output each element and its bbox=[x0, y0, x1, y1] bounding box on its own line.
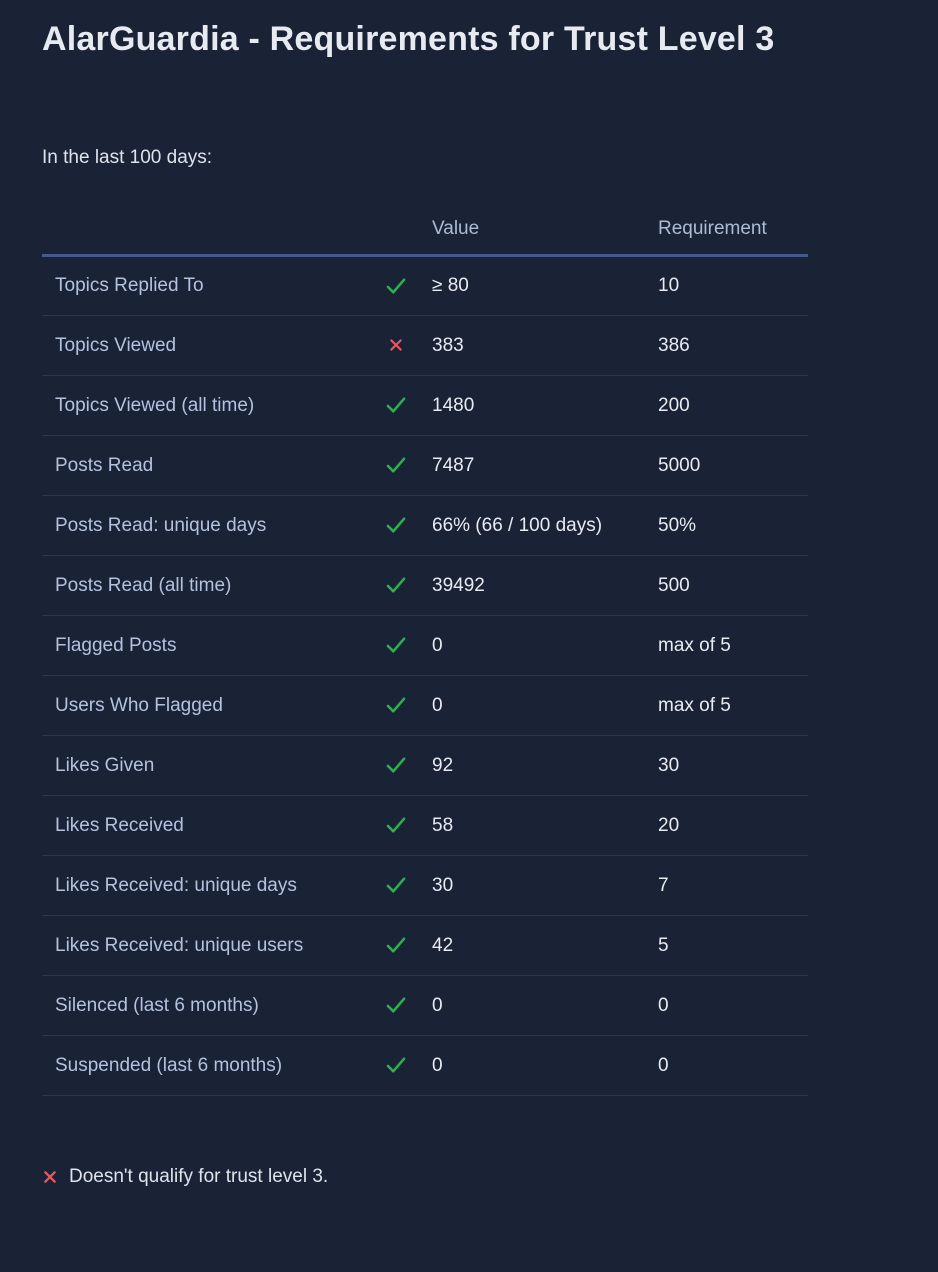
row-label: Suspended (last 6 months) bbox=[42, 1035, 372, 1096]
header-spacer-icon bbox=[372, 206, 420, 257]
row-value: 0 bbox=[420, 1035, 650, 1096]
table-row: Likes Given 92 30 bbox=[42, 735, 808, 796]
header-value: Value bbox=[420, 206, 650, 257]
table-row: Topics Viewed (all time) 1480 200 bbox=[42, 375, 808, 436]
row-requirement: 10 bbox=[650, 255, 808, 316]
qualification-text: Doesn't qualify for trust level 3. bbox=[69, 1166, 329, 1187]
row-status-cell bbox=[372, 435, 420, 496]
row-status-cell bbox=[372, 495, 420, 556]
table-row: Suspended (last 6 months) 0 0 bbox=[42, 1035, 808, 1096]
row-status-cell bbox=[372, 375, 420, 436]
table-row: Likes Received 58 20 bbox=[42, 795, 808, 856]
row-requirement: 5000 bbox=[650, 435, 808, 496]
row-label: Flagged Posts bbox=[42, 615, 372, 676]
requirements-table-body: Topics Replied To ≥ 80 10 Topics Viewed … bbox=[42, 255, 808, 1096]
row-value: 7487 bbox=[420, 435, 650, 496]
table-row: Topics Replied To ≥ 80 10 bbox=[42, 255, 808, 316]
table-row: Likes Received: unique days 30 7 bbox=[42, 855, 808, 916]
row-value: 1480 bbox=[420, 375, 650, 436]
row-label: Topics Viewed bbox=[42, 315, 372, 376]
check-icon bbox=[386, 397, 406, 414]
row-label: Topics Viewed (all time) bbox=[42, 375, 372, 436]
row-status-cell bbox=[372, 1035, 420, 1096]
qualification-status: Doesn't qualify for trust level 3. bbox=[42, 1166, 896, 1188]
row-requirement: 500 bbox=[650, 555, 808, 616]
check-icon bbox=[386, 577, 406, 594]
header-requirement: Requirement bbox=[650, 206, 808, 257]
row-value: 39492 bbox=[420, 555, 650, 616]
row-label: Posts Read bbox=[42, 435, 372, 496]
table-row: Topics Viewed 383 386 bbox=[42, 315, 808, 376]
header-spacer-label bbox=[42, 206, 372, 257]
requirements-table: Value Requirement Topics Replied To ≥ 80… bbox=[42, 206, 808, 1096]
period-label: In the last 100 days: bbox=[42, 147, 213, 168]
table-row: Posts Read 7487 5000 bbox=[42, 435, 808, 496]
row-value: 30 bbox=[420, 855, 650, 916]
row-label: Users Who Flagged bbox=[42, 675, 372, 736]
row-label: Likes Received: unique days bbox=[42, 855, 372, 916]
check-icon bbox=[386, 637, 406, 654]
row-requirement: max of 5 bbox=[650, 615, 808, 676]
check-icon bbox=[386, 817, 406, 834]
page-title: AlarGuardia - Requirements for Trust Lev… bbox=[42, 20, 775, 58]
row-label: Topics Replied To bbox=[42, 255, 372, 316]
x-icon bbox=[390, 339, 402, 352]
row-value: 42 bbox=[420, 915, 650, 976]
check-icon bbox=[386, 457, 406, 474]
row-requirement: 5 bbox=[650, 915, 808, 976]
row-requirement: 0 bbox=[650, 1035, 808, 1096]
row-status-cell bbox=[372, 735, 420, 796]
row-status-cell bbox=[372, 795, 420, 856]
row-label: Silenced (last 6 months) bbox=[42, 975, 372, 1036]
table-row: Flagged Posts 0 max of 5 bbox=[42, 615, 808, 676]
row-status-cell bbox=[372, 855, 420, 916]
row-requirement: 0 bbox=[650, 975, 808, 1036]
check-icon bbox=[386, 757, 406, 774]
check-icon bbox=[386, 937, 406, 954]
trust-level-report: AlarGuardia - Requirements for Trust Lev… bbox=[42, 20, 896, 1188]
row-value: 0 bbox=[420, 675, 650, 736]
row-requirement: 7 bbox=[650, 855, 808, 916]
row-requirement: max of 5 bbox=[650, 675, 808, 736]
row-value: 66% (66 / 100 days) bbox=[420, 495, 650, 556]
row-value: 383 bbox=[420, 315, 650, 376]
check-icon bbox=[386, 278, 406, 294]
table-row: Users Who Flagged 0 max of 5 bbox=[42, 675, 808, 736]
check-icon bbox=[386, 877, 406, 894]
row-requirement: 30 bbox=[650, 735, 808, 796]
table-row: Silenced (last 6 months) 0 0 bbox=[42, 975, 808, 1036]
row-label: Posts Read (all time) bbox=[42, 555, 372, 616]
check-icon bbox=[386, 517, 406, 534]
row-value: ≥ 80 bbox=[420, 255, 650, 316]
row-status-cell bbox=[372, 615, 420, 676]
row-status-cell bbox=[372, 915, 420, 976]
row-status-cell bbox=[372, 975, 420, 1036]
row-status-cell bbox=[372, 675, 420, 736]
table-header-row: Value Requirement bbox=[42, 206, 808, 257]
check-icon bbox=[386, 997, 406, 1014]
row-label: Likes Received: unique users bbox=[42, 915, 372, 976]
row-value: 58 bbox=[420, 795, 650, 856]
row-label: Likes Received bbox=[42, 795, 372, 856]
table-row: Posts Read: unique days 66% (66 / 100 da… bbox=[42, 495, 808, 556]
row-requirement: 200 bbox=[650, 375, 808, 436]
x-icon bbox=[44, 1171, 56, 1183]
row-value: 92 bbox=[420, 735, 650, 796]
row-status-cell bbox=[372, 255, 420, 316]
row-requirement: 386 bbox=[650, 315, 808, 376]
row-label: Posts Read: unique days bbox=[42, 495, 372, 556]
row-requirement: 50% bbox=[650, 495, 808, 556]
row-value: 0 bbox=[420, 975, 650, 1036]
check-icon bbox=[386, 697, 406, 714]
table-row: Posts Read (all time) 39492 500 bbox=[42, 555, 808, 616]
row-requirement: 20 bbox=[650, 795, 808, 856]
row-label: Likes Given bbox=[42, 735, 372, 796]
row-value: 0 bbox=[420, 615, 650, 676]
row-status-cell bbox=[372, 555, 420, 616]
check-icon bbox=[386, 1057, 406, 1074]
row-status-cell bbox=[372, 315, 420, 376]
table-row: Likes Received: unique users 42 5 bbox=[42, 915, 808, 976]
